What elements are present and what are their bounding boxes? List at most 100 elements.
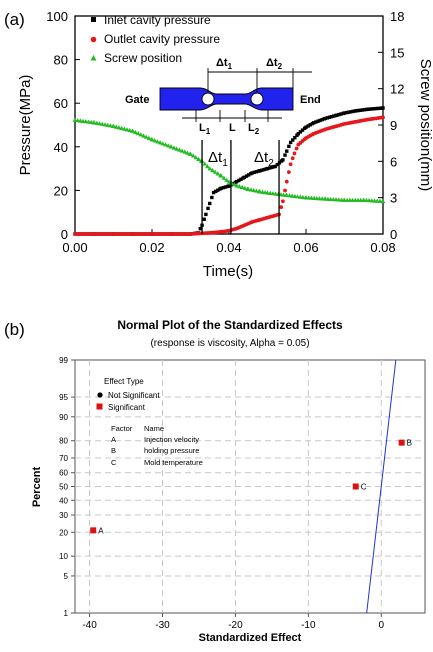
inlet-pressure-point xyxy=(283,153,287,157)
legend-factor-c: C xyxy=(111,458,117,467)
screw-position-point xyxy=(232,182,237,187)
inlet-pressure-point xyxy=(374,106,378,111)
inlet-pressure-point xyxy=(344,110,349,115)
inlet-pressure-point xyxy=(320,117,324,122)
panel-a-ticks: 0.00 0.02 0.04 0.06 0.0802040608010003691215… xyxy=(46,9,404,255)
inlet-pressure-point xyxy=(318,118,322,123)
outlet-pressure-point xyxy=(288,162,293,167)
x-tick-label: 0.00 xyxy=(62,240,87,255)
legend-name-header: Name xyxy=(144,424,164,433)
inset-l2-label: L2 xyxy=(248,122,260,136)
inlet-pressure-point xyxy=(198,227,203,231)
screw-position-point xyxy=(174,146,179,151)
panel-a-series xyxy=(72,106,386,236)
screw-position-point xyxy=(157,140,163,145)
effect-point-label: B xyxy=(407,439,412,448)
legend-factor-a: A xyxy=(111,435,116,444)
screw-position-point xyxy=(130,128,136,133)
screw-position-point xyxy=(83,119,89,124)
inlet-pressure-point xyxy=(204,212,208,217)
inlet-pressure-point xyxy=(306,124,310,128)
screw-position-point xyxy=(254,188,259,193)
screw-position-point xyxy=(188,151,193,156)
panel-a-vertical-lines xyxy=(201,140,280,234)
screw-position-point xyxy=(207,166,213,171)
screw-position-point xyxy=(177,147,182,152)
legend-factor-b-name: holding pressure xyxy=(144,446,199,455)
screw-position-point xyxy=(289,193,295,198)
screw-position-point xyxy=(212,169,218,174)
inlet-pressure-point xyxy=(370,107,374,111)
inlet-pressure-point xyxy=(339,112,343,116)
inlet-pressure-point xyxy=(287,144,291,149)
y-tick-label: 80 xyxy=(59,437,68,446)
inlet-pressure-point xyxy=(291,138,295,142)
screw-position-point xyxy=(295,194,300,199)
inlet-pressure-point xyxy=(237,178,241,183)
screw-position-point xyxy=(179,148,185,153)
legend-significant-marker xyxy=(96,403,103,410)
screw-position-point xyxy=(265,190,270,195)
inset-end-label: End xyxy=(300,94,321,106)
screw-position-point xyxy=(111,123,116,129)
inlet-pressure-point xyxy=(202,217,206,221)
legend-not-significant-label: Not Significant xyxy=(108,391,160,400)
screw-position-point xyxy=(234,183,239,188)
legend-screw-label: Screw position xyxy=(104,51,182,65)
panel-b-legend: Effect Type Not Significant Significant … xyxy=(96,377,203,467)
panel-b-y-axis-title: Percent xyxy=(31,466,43,507)
screw-position-point xyxy=(155,139,160,144)
inset-cavity-diagram xyxy=(159,68,312,122)
screw-position-point xyxy=(80,118,86,123)
screw-position-point xyxy=(121,126,127,131)
x-tick-label: 0 xyxy=(378,620,384,631)
inlet-pressure-point xyxy=(378,106,383,110)
outlet-pressure-point xyxy=(284,179,289,184)
panel-b-fit-line xyxy=(366,359,397,614)
panel-b-chart: (b) Normal Plot of the Standardized Effe… xyxy=(4,318,426,644)
screw-position-point xyxy=(75,118,80,123)
x-tick-label: -10 xyxy=(301,620,316,631)
outlet-pressure-point xyxy=(283,188,287,193)
panel-a-dt1-annotation: Δt1 xyxy=(208,149,228,169)
panel-b-grid xyxy=(75,360,425,613)
inlet-pressure-point xyxy=(210,195,214,200)
inlet-pressure-point xyxy=(327,115,332,119)
normal-fit-line xyxy=(366,359,397,614)
y2-tick-label: 12 xyxy=(390,82,404,97)
legend-outlet-label: Outlet cavity pressure xyxy=(104,32,220,46)
panel-a-chart: (a) 0.00 0.02 0.04 0.06 0.080204060801000369… xyxy=(4,9,433,280)
inlet-pressure-point xyxy=(372,107,376,111)
screw-position-point xyxy=(91,120,97,125)
screw-position-point xyxy=(141,133,146,138)
screw-position-point xyxy=(108,123,113,128)
inlet-pressure-point xyxy=(312,121,316,125)
legend-significant-label: Significant xyxy=(108,403,146,412)
screw-position-point xyxy=(113,124,119,129)
screw-position-point xyxy=(205,164,210,169)
inlet-pressure-point xyxy=(360,108,365,112)
inlet-pressure-point xyxy=(314,120,318,124)
outlet-pressure-point xyxy=(292,151,297,156)
screw-position-point xyxy=(124,127,130,132)
screw-position-point xyxy=(72,117,78,122)
screw-position-point xyxy=(224,177,229,182)
outlet-pressure-point xyxy=(279,205,284,210)
screw-position-point xyxy=(143,134,149,139)
y-tick-label: 20 xyxy=(59,528,68,537)
screw-position-point xyxy=(127,127,132,133)
outlet-pressure-point xyxy=(381,115,385,120)
inlet-pressure-point xyxy=(368,107,372,111)
screw-position-point xyxy=(260,189,265,194)
screw-position-point xyxy=(116,125,122,130)
inlet-pressure-point xyxy=(288,140,293,145)
inset-labels: Δt1 Δt2 Gate End L1 L L2 xyxy=(125,57,321,136)
screw-position-point xyxy=(297,194,303,199)
panel-b-x-axis-title: Standardized Effect xyxy=(199,632,302,644)
outlet-pressure-point xyxy=(286,170,291,174)
inlet-pressure-point xyxy=(304,125,308,129)
screw-position-point xyxy=(242,185,248,190)
y-tick-label: 30 xyxy=(59,511,68,520)
panel-a-y2-axis-title: Screw position(mm) xyxy=(417,59,433,192)
